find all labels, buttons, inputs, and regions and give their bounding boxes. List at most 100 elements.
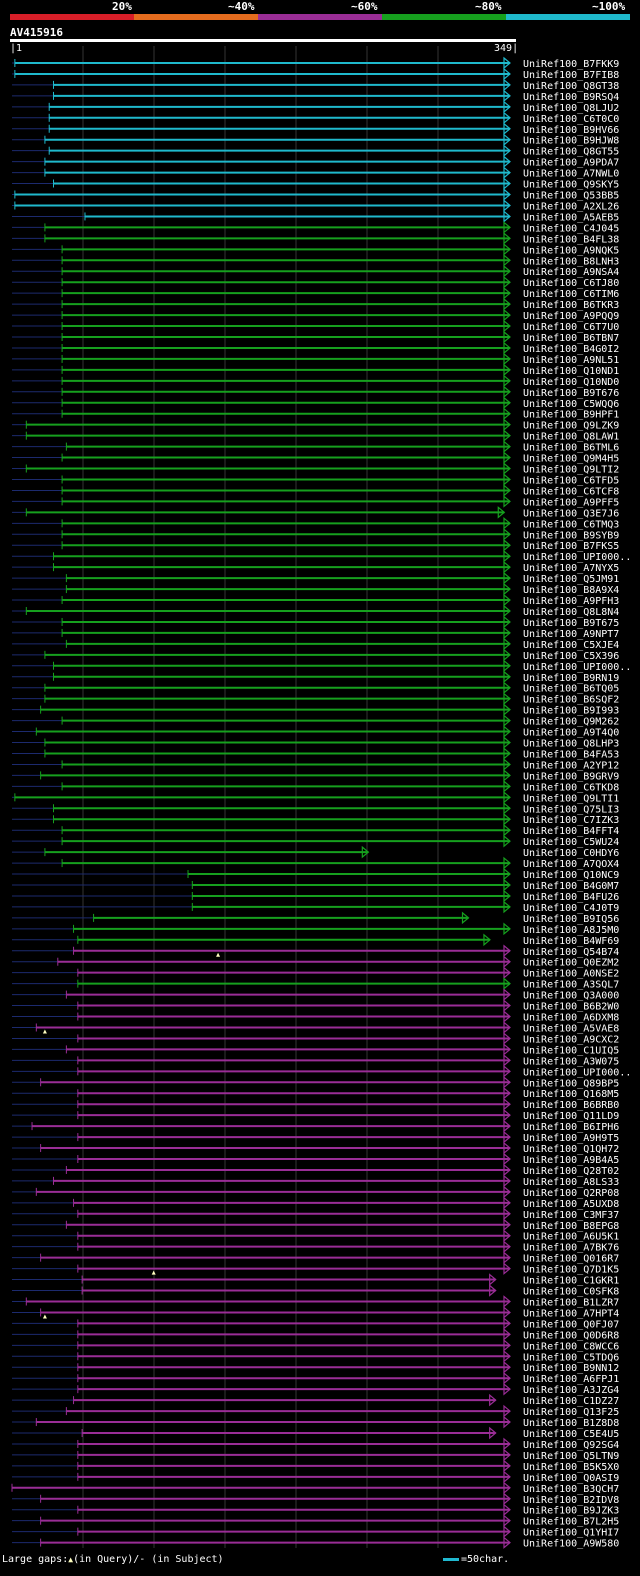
hit-row[interactable]: UniRef100_B9JZK3 (12, 1503, 619, 1517)
hit-label[interactable]: UniRef100_C6TMQ3 (523, 519, 619, 530)
hit-row[interactable]: UniRef100_B9T676 (12, 385, 619, 399)
hit-row[interactable]: UniRef100_Q8GT38 (12, 78, 619, 92)
hit-label[interactable]: UniRef100_A9NSA4 (523, 267, 619, 278)
hit-label[interactable]: UniRef100_C6TJ80 (523, 278, 619, 289)
hit-label[interactable]: UniRef100_A7NYX5 (523, 563, 619, 574)
hit-row[interactable]: UniRef100_A3JZG4 (12, 1382, 619, 1396)
hit-label[interactable]: UniRef100_A9PDA7 (523, 158, 619, 169)
hit-row[interactable]: UniRef100_B2IDV8 (12, 1492, 619, 1506)
hit-row[interactable]: UniRef100_A8J5M0 (12, 922, 619, 936)
hit-row[interactable]: UniRef100_C7IZK3 (12, 812, 619, 826)
hit-row[interactable]: UniRef100_C0SFK8 (12, 1284, 619, 1298)
hit-row[interactable]: UniRef100_A6DXM8 (12, 1010, 619, 1024)
hit-label[interactable]: UniRef100_UPI000.. (523, 552, 631, 563)
hit-row[interactable]: UniRef100_C1GKR1 (12, 1273, 619, 1287)
hit-label[interactable]: UniRef100_B6TBN7 (523, 333, 619, 344)
hit-label[interactable]: UniRef100_Q8LJU2 (523, 103, 619, 114)
hit-row[interactable]: UniRef100_Q9LTI1 (12, 791, 619, 804)
hit-row[interactable]: UniRef100_B9SYB9 (12, 527, 619, 541)
hit-row[interactable]: UniRef100_Q5LTN9 (12, 1448, 619, 1462)
hit-label[interactable]: UniRef100_Q9M262 (523, 717, 619, 728)
hit-label[interactable]: UniRef100_Q89BP5 (523, 1078, 619, 1089)
hit-row[interactable]: UniRef100_B6TKR3 (12, 297, 619, 311)
hit-label[interactable]: UniRef100_Q0ASI9 (523, 1473, 619, 1484)
hit-row[interactable]: UniRef100_Q1YHI7 (12, 1525, 619, 1539)
hit-label[interactable]: UniRef100_B6TQ05 (523, 684, 619, 695)
hit-label[interactable]: UniRef100_A9PFH3 (523, 596, 619, 607)
hit-label[interactable]: UniRef100_B9SYB9 (523, 530, 619, 541)
hit-row[interactable]: UniRef100_C5TDQ6 (12, 1349, 619, 1363)
hit-label[interactable]: UniRef100_C6TIM6 (523, 289, 619, 300)
hit-row[interactable]: UniRef100_A2XL26 (12, 199, 619, 212)
hit-label[interactable]: UniRef100_A2YP12 (523, 760, 619, 771)
hit-label[interactable]: UniRef100_B1LZR7 (523, 1297, 619, 1308)
hit-label[interactable]: UniRef100_B6IPH6 (523, 1122, 619, 1133)
hit-label[interactable]: UniRef100_A9NQK5 (523, 245, 619, 256)
hit-row[interactable]: UniRef100_B9GRV9 (12, 769, 619, 782)
hit-label[interactable]: UniRef100_B7FIB8 (523, 70, 619, 81)
hit-row[interactable]: UniRef100_B1LZR7 (12, 1295, 619, 1308)
hit-label[interactable]: UniRef100_B9IQ56 (523, 914, 619, 925)
hit-label[interactable]: UniRef100_B9NN12 (523, 1363, 619, 1374)
hit-label[interactable]: UniRef100_Q8LHP3 (523, 739, 619, 750)
hit-row[interactable]: UniRef100_B4G0I2 (12, 341, 619, 355)
hit-label[interactable]: UniRef100_B7L2H5 (523, 1517, 619, 1528)
hit-row[interactable]: UniRef100_Q75LI3 (12, 801, 619, 815)
hit-label[interactable]: UniRef100_B9HV66 (523, 125, 619, 136)
hit-row[interactable]: UniRef100_UPI000.. (12, 1065, 631, 1078)
hit-row[interactable]: UniRef100_Q10ND1 (12, 363, 619, 377)
hit-row[interactable]: UniRef100_A9CXC2 (12, 1032, 619, 1045)
hit-row[interactable]: UniRef100_A9B4A5 (12, 1152, 619, 1166)
hit-row[interactable]: UniRef100_C5WU24 (12, 834, 619, 848)
hit-label[interactable]: UniRef100_B9HPF1 (523, 410, 619, 421)
hit-label[interactable]: UniRef100_A5AEB5 (523, 212, 619, 223)
hit-row[interactable]: UniRef100_B3QCH7 (11, 1481, 619, 1495)
hit-label[interactable]: UniRef100_C8WCC6 (523, 1341, 619, 1352)
hit-label[interactable]: UniRef100_Q9LZK9 (523, 421, 619, 432)
hit-label[interactable]: UniRef100_A7BK76 (523, 1243, 619, 1254)
hit-label[interactable]: UniRef100_A7QOX4 (523, 859, 619, 870)
hit-label[interactable]: UniRef100_C5TDQ6 (523, 1352, 619, 1363)
hit-label[interactable]: UniRef100_B7FKS5 (523, 541, 619, 552)
hit-row[interactable]: UniRef100_Q1QH72 (12, 1141, 619, 1155)
hit-label[interactable]: UniRef100_A9PFF5 (523, 497, 619, 508)
hit-label[interactable]: UniRef100_B6BRB0 (523, 1100, 619, 1111)
hit-label[interactable]: UniRef100_B6TML6 (523, 443, 619, 454)
hit-row[interactable]: UniRef100_B7L2H5 (12, 1514, 619, 1528)
hit-label[interactable]: UniRef100_A9PQQ9 (523, 311, 619, 322)
hit-row[interactable]: UniRef100_B4FA53 (12, 747, 619, 760)
hit-row[interactable]: UniRef100_A5UXD8 (12, 1196, 619, 1210)
hit-label[interactable]: UniRef100_Q54B74 (523, 947, 619, 958)
hit-row[interactable]: UniRef100_C6TCF8 (12, 484, 619, 497)
hit-row[interactable]: UniRef100_UPI000.. (12, 549, 631, 563)
hit-row[interactable]: UniRef100_Q89BP5 (12, 1075, 619, 1089)
hit-row[interactable]: UniRef100_B8LNH3 (12, 253, 619, 267)
hit-label[interactable]: UniRef100_B9RSQ4 (523, 92, 619, 103)
hit-label[interactable]: UniRef100_C3MF37 (523, 1210, 619, 1221)
hit-row[interactable]: UniRef100_Q0FJ07 (12, 1317, 619, 1330)
hit-row[interactable]: UniRef100_A9PFH3 (12, 593, 619, 607)
hit-label[interactable]: UniRef100_B4FL38 (523, 234, 619, 245)
hit-row[interactable]: UniRef100_B8A9X4 (12, 582, 619, 596)
hit-label[interactable]: UniRef100_C0HDY6 (523, 848, 619, 859)
hit-label[interactable]: UniRef100_Q1YHI7 (523, 1528, 619, 1539)
hit-row[interactable]: UniRef100_C1DZ27 (12, 1393, 619, 1407)
hit-label[interactable]: UniRef100_Q5JM91 (523, 574, 619, 585)
hit-label[interactable]: UniRef100_Q8LAW1 (523, 432, 619, 443)
hit-row[interactable]: UniRef100_A3SQL7 (12, 977, 619, 991)
hit-label[interactable]: UniRef100_Q10ND1 (523, 366, 619, 377)
hit-row[interactable]: UniRef100_B4G0M7 (12, 878, 619, 892)
hit-label[interactable]: UniRef100_Q13F25 (523, 1407, 619, 1418)
hit-label[interactable]: UniRef100_Q28T02 (523, 1166, 619, 1177)
hit-label[interactable]: UniRef100_Q8GT55 (523, 147, 619, 158)
hit-label[interactable]: UniRef100_B8LNH3 (523, 256, 619, 267)
hit-row[interactable]: UniRef100_Q0ASI9 (12, 1470, 619, 1484)
hit-row[interactable]: UniRef100_B9NN12 (12, 1360, 619, 1374)
hit-label[interactable]: UniRef100_B4FA53 (523, 749, 619, 760)
hit-row[interactable]: UniRef100_B9HPF1 (12, 407, 619, 421)
hit-row[interactable]: UniRef100_A7BK76 (12, 1240, 619, 1254)
hit-row[interactable]: UniRef100_B9I993 (12, 703, 619, 717)
hit-label[interactable]: UniRef100_A7HPT4 (523, 1308, 619, 1319)
hit-label[interactable]: UniRef100_B6B2W0 (523, 1002, 619, 1013)
hit-row[interactable]: UniRef100_C6TKD8 (12, 780, 619, 793)
